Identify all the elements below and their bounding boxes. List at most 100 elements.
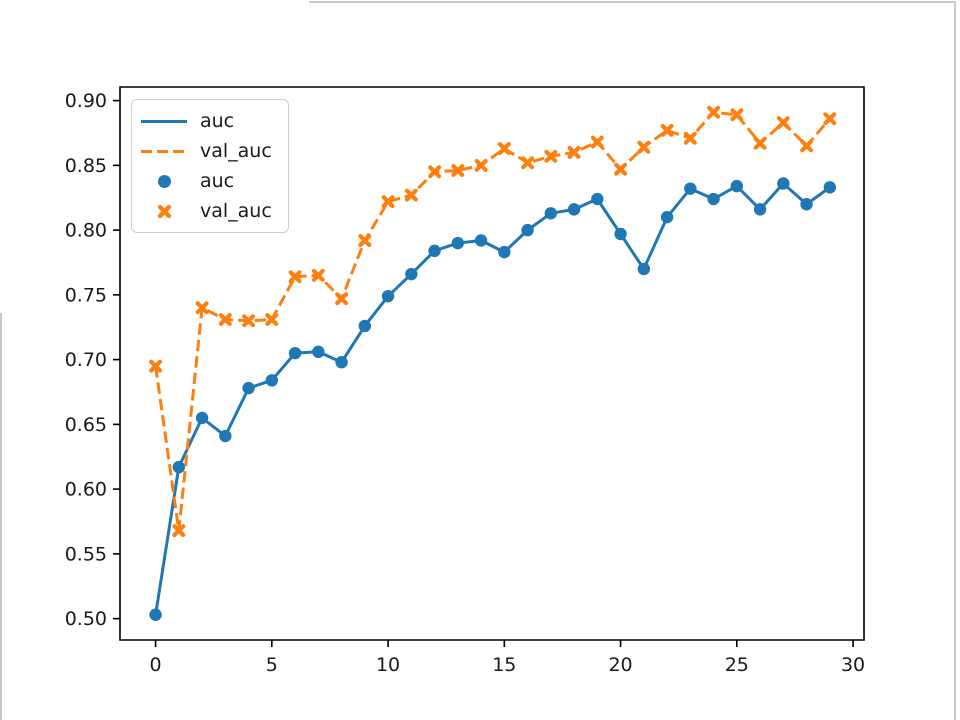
x-marker-icon — [157, 204, 171, 218]
legend-label-val-auc-line: val_auc — [200, 139, 272, 162]
y-axis-tick-label: 0.85 — [65, 155, 107, 177]
dashed-line-icon — [141, 149, 187, 153]
x-axis-tick-label: 0 — [150, 654, 162, 676]
auc-data-point-marker — [777, 177, 790, 190]
x-axis-tick-label: 20 — [608, 654, 632, 676]
auc-data-point-marker — [381, 289, 395, 303]
val_auc-data-point-marker — [172, 524, 186, 538]
auc-data-point-marker — [219, 429, 232, 443]
val_auc-data-point-marker — [381, 195, 395, 209]
legend-label-auc-line: auc — [200, 109, 235, 132]
auc-data-point-marker — [405, 267, 418, 281]
auc-data-point-marker — [707, 192, 720, 206]
auc-data-point-marker — [660, 210, 674, 224]
val_auc-data-point-marker — [451, 164, 465, 177]
x-axis-tick-label: 25 — [725, 654, 749, 676]
window-edge-top-line — [309, 1, 956, 3]
y-axis-tick-label: 0.60 — [65, 479, 107, 501]
auc-data-point-marker — [288, 346, 302, 360]
val_auc-data-point-marker — [428, 165, 442, 179]
val_auc-data-point-marker — [474, 158, 488, 172]
val_auc-data-point-marker — [776, 116, 790, 130]
y-axis-tick-label: 0.90 — [65, 90, 107, 112]
y-axis-tick-label: 0.65 — [65, 414, 107, 436]
val_auc-data-point-marker — [265, 313, 279, 326]
solid-line-icon — [141, 119, 187, 123]
auc-data-point-marker — [823, 181, 837, 194]
val_auc-data-point-marker — [707, 105, 721, 119]
auc-data-point-marker — [474, 234, 488, 247]
val-auc-marker-swatch — [140, 203, 188, 220]
val_auc-data-point-marker — [242, 314, 256, 328]
val_auc-data-point-marker — [218, 313, 232, 326]
auc-data-point-marker — [312, 345, 325, 359]
auc-data-point-marker — [428, 244, 441, 258]
auc-data-point-marker — [149, 608, 162, 621]
y-axis-tick-label: 0.50 — [65, 608, 107, 630]
val_auc-data-point-marker — [614, 162, 628, 176]
auc-data-point-marker — [567, 203, 581, 216]
window-edge-right-line — [954, 2, 956, 720]
val_auc-data-point-marker — [590, 135, 604, 149]
axes-frame — [119, 86, 865, 641]
legend-item-auc-line: auc — [140, 106, 280, 136]
auc-data-point-marker — [265, 374, 279, 387]
y-axis-tick-label: 0.75 — [65, 284, 107, 306]
val_auc-data-point-marker — [521, 156, 535, 170]
auc-data-point-marker — [172, 460, 186, 474]
auc-data-point-marker — [637, 262, 651, 276]
val_auc-data-point-marker — [683, 131, 697, 145]
val_auc-line-series — [154, 110, 831, 533]
val_auc-data-point-marker — [567, 145, 581, 159]
window-edge-left-line — [0, 313, 2, 720]
auc-data-point-marker — [684, 182, 697, 195]
auc-line-swatch — [140, 119, 188, 123]
legend-item-val-auc-line: val_auc — [140, 136, 280, 166]
circle-marker-icon — [157, 174, 171, 188]
x-axis-tick-label: 30 — [841, 654, 865, 676]
auc-data-point-marker — [544, 207, 558, 220]
val_auc-data-point-marker — [544, 149, 558, 163]
auc-data-point-marker — [730, 179, 744, 193]
val_auc-data-point-marker — [149, 359, 163, 373]
auc-data-point-marker — [335, 356, 348, 369]
auc-data-point-marker — [614, 227, 627, 241]
val_auc-data-point-marker — [660, 123, 674, 137]
val_auc-data-point-marker — [497, 142, 511, 155]
auc-line-series — [154, 182, 831, 615]
auc-data-point-marker — [451, 236, 465, 250]
val_auc-data-point-marker — [730, 108, 744, 122]
auc-data-point-marker — [358, 319, 372, 333]
auc-data-point-marker — [242, 381, 255, 395]
auc-data-point-marker — [498, 245, 511, 259]
legend: auc val_auc auc val_auc — [131, 99, 289, 233]
auc-data-point-marker — [195, 411, 209, 425]
legend-item-val-auc-marker: val_auc — [140, 196, 280, 226]
y-axis-tick-label: 0.80 — [65, 220, 107, 242]
val_auc-data-point-marker — [800, 139, 814, 153]
val_auc-data-point-marker — [404, 188, 418, 202]
auc-data-point-marker — [800, 198, 813, 211]
auc-marker-swatch — [140, 174, 188, 188]
val_auc-data-point-marker — [311, 268, 325, 282]
y-axis-tick-label: 0.70 — [65, 349, 107, 371]
legend-label-auc-marker: auc — [200, 169, 235, 192]
val_auc-data-point-marker — [195, 301, 209, 315]
legend-item-auc-marker: auc — [140, 166, 280, 196]
x-axis-tick-label: 10 — [376, 654, 400, 676]
val_auc-data-point-marker — [637, 140, 651, 154]
auc-data-point-marker — [591, 192, 604, 206]
legend-label-val-auc-marker: val_auc — [200, 199, 272, 222]
auc-data-point-marker — [753, 203, 767, 216]
val_auc-data-point-marker — [823, 112, 837, 126]
x-axis-tick-label: 15 — [492, 654, 516, 676]
val_auc-data-point-marker — [288, 270, 302, 284]
val_auc-data-point-marker — [753, 136, 767, 150]
val-auc-line-swatch — [140, 149, 188, 153]
val_auc-data-point-marker — [358, 234, 372, 247]
x-axis-tick-label: 5 — [266, 654, 278, 676]
auc-data-point-marker — [521, 223, 534, 237]
val_auc-data-point-marker — [335, 292, 349, 306]
